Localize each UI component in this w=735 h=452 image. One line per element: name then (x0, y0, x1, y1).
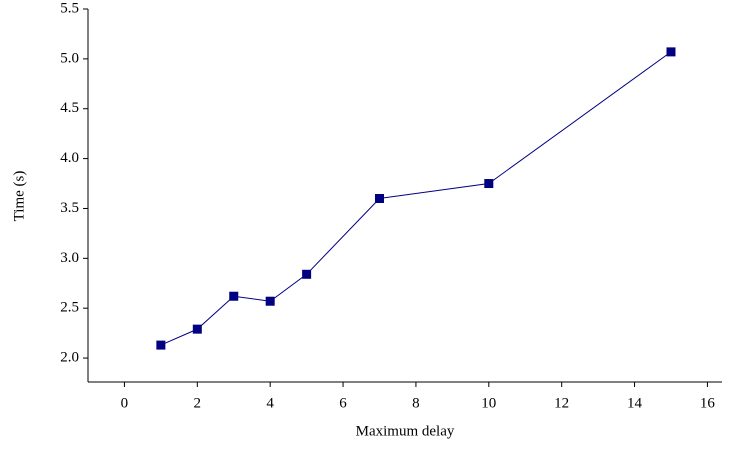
x-tick-label: 0 (121, 395, 129, 411)
y-tick-label: 3.5 (60, 200, 79, 216)
marker (666, 47, 676, 57)
y-tick-label: 2.5 (60, 300, 79, 316)
y-tick-label: 4.0 (60, 150, 79, 166)
marker (192, 324, 202, 334)
marker (229, 291, 239, 301)
marker (484, 179, 494, 189)
x-tick-label: 2 (194, 395, 202, 411)
y-tick-label: 5.0 (60, 50, 79, 66)
marker (302, 269, 312, 279)
x-axis-label: Maximum delay (356, 423, 455, 439)
marker (374, 193, 384, 203)
x-tick-label: 16 (700, 395, 716, 411)
line (160, 51, 672, 346)
y-tick-label: 3.0 (60, 250, 79, 266)
y-tick-label: 4.5 (60, 100, 79, 116)
y-tick-label: 5.5 (60, 0, 79, 16)
y-tick-label: 2.0 (60, 350, 79, 366)
x-tick-label: 4 (266, 395, 274, 411)
x-tick-label: 10 (481, 395, 496, 411)
x-tick-label: 14 (627, 395, 643, 411)
x-tick-label: 12 (554, 395, 569, 411)
y-axis-label: Time (s) (11, 171, 27, 222)
x-tick-label: 6 (339, 395, 347, 411)
marker (265, 296, 275, 306)
x-tick-label: 8 (412, 395, 420, 411)
marker (156, 340, 166, 350)
